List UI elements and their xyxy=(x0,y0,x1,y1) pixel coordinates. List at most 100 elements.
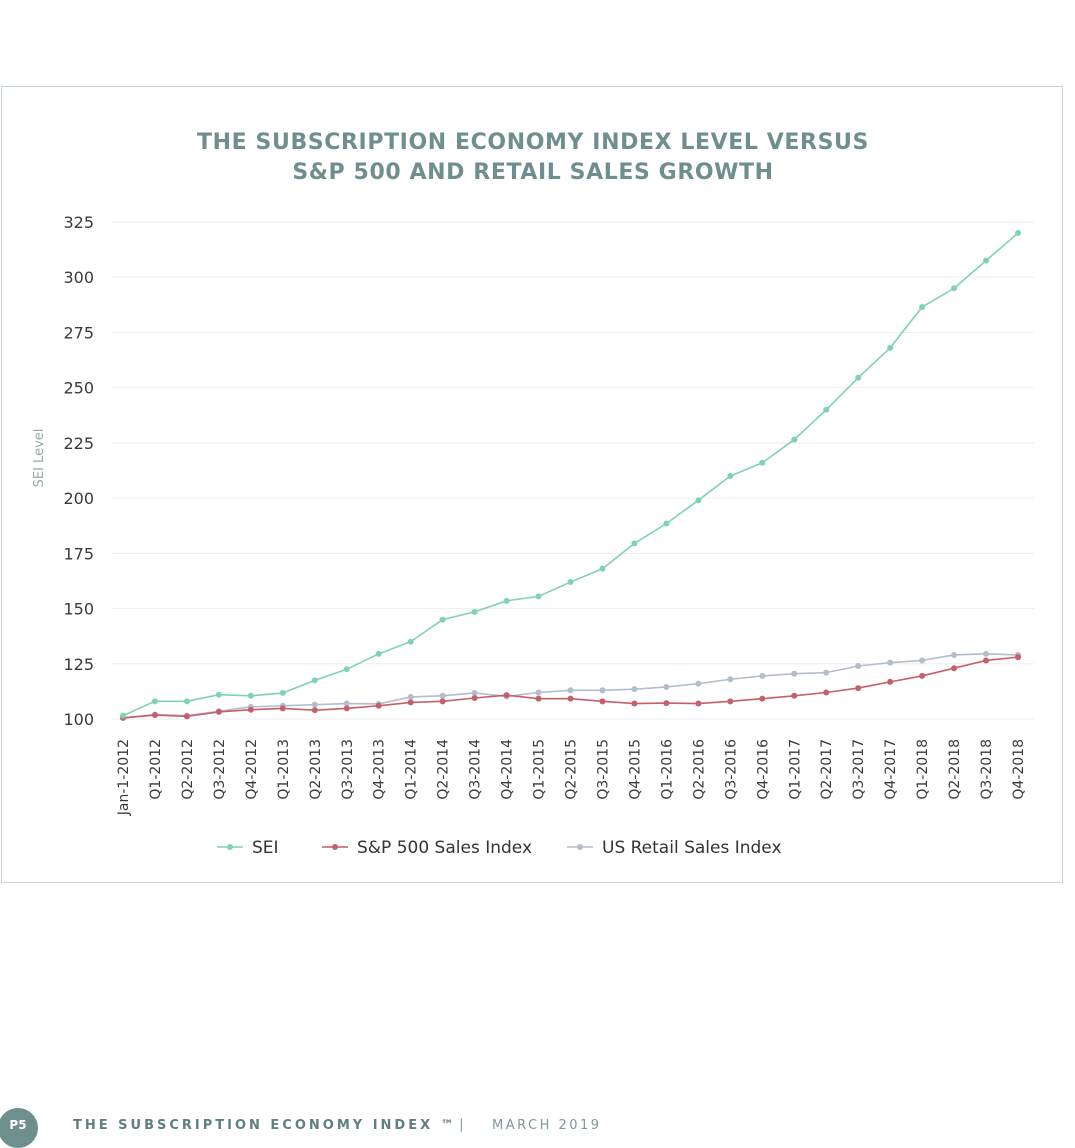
data-point xyxy=(727,473,734,480)
legend-label: US Retail Sales Index xyxy=(602,838,782,858)
data-point xyxy=(951,651,958,658)
x-tick-label: Q3-2017 xyxy=(851,739,867,800)
data-point xyxy=(983,650,990,657)
data-point xyxy=(439,698,446,705)
x-tick-label: Q4-2012 xyxy=(244,739,260,800)
legend: SEI S&P 500 Sales Index US Retail Sales In… xyxy=(217,838,782,858)
x-tick-label: Q4-2016 xyxy=(755,739,771,800)
x-tick-label: Q4-2014 xyxy=(500,739,516,800)
page-number-badge: P5 xyxy=(0,1108,38,1148)
data-point xyxy=(663,520,670,527)
data-point xyxy=(311,701,318,708)
line-chart: THE SUBSCRIPTION ECONOMY INDEX LEVEL VER… xyxy=(32,130,1034,858)
data-point xyxy=(407,638,414,645)
data-point xyxy=(695,497,702,504)
legend-swatch-dot xyxy=(577,844,583,850)
x-tick-label: Q3-2018 xyxy=(979,739,995,800)
grid-layer xyxy=(112,221,1034,720)
chart-title-line-1: THE SUBSCRIPTION ECONOMY INDEX LEVEL VER… xyxy=(197,130,869,155)
data-point xyxy=(567,687,574,694)
series-layer xyxy=(120,230,1021,721)
x-tick-label: Q2-2012 xyxy=(180,739,196,800)
data-point xyxy=(471,695,478,702)
y-tick-label: 250 xyxy=(63,379,94,398)
data-point xyxy=(567,579,574,586)
y-tick-label: 275 xyxy=(63,323,94,342)
x-tick-label: Jan-1-2012 xyxy=(116,739,132,816)
x-tick-label: Q4-2017 xyxy=(883,739,899,800)
data-point xyxy=(631,540,638,547)
data-point xyxy=(855,685,862,692)
data-point xyxy=(1015,230,1021,237)
data-point xyxy=(247,692,254,699)
legend-label: SEI xyxy=(252,838,279,858)
y-tick-label: 125 xyxy=(63,655,94,674)
data-point xyxy=(439,692,446,699)
data-point xyxy=(887,678,894,685)
data-point xyxy=(855,662,862,669)
y-tick-label: 325 xyxy=(63,213,94,232)
data-point xyxy=(343,666,350,673)
legend-swatch-dot xyxy=(332,844,338,850)
data-point xyxy=(983,257,990,264)
footer-date: MARCH 2019 xyxy=(492,1118,602,1133)
data-point xyxy=(823,689,830,696)
x-tick-label: Q2-2017 xyxy=(819,739,835,800)
x-tick-label: Q4-2013 xyxy=(372,739,388,800)
data-point xyxy=(311,707,318,714)
data-point xyxy=(791,436,798,443)
data-point xyxy=(279,689,286,696)
x-tick-label: Q1-2018 xyxy=(915,739,931,800)
data-point xyxy=(759,672,766,679)
data-point xyxy=(151,698,158,705)
data-point xyxy=(727,698,734,705)
footer-separator: | xyxy=(459,1117,464,1133)
data-point xyxy=(919,304,926,311)
series-2 xyxy=(120,650,1021,721)
x-tick-label: Q2-2013 xyxy=(308,739,324,800)
data-point xyxy=(855,374,862,381)
x-tick-label: Q4-2018 xyxy=(1011,739,1027,800)
y-tick-label: 100 xyxy=(63,710,94,729)
data-point xyxy=(183,713,190,720)
data-point xyxy=(407,699,414,706)
data-point xyxy=(791,692,798,699)
data-point xyxy=(343,700,350,707)
x-tick-label: Q2-2014 xyxy=(436,739,452,800)
legend-item: US Retail Sales Index xyxy=(567,838,782,858)
data-point xyxy=(919,672,926,679)
data-point xyxy=(151,712,158,719)
data-point xyxy=(983,657,990,664)
legend-item: SEI xyxy=(217,838,279,858)
data-point xyxy=(215,708,222,715)
data-point xyxy=(471,608,478,615)
data-point xyxy=(503,692,510,699)
x-tick-label: Q3-2013 xyxy=(340,739,356,800)
data-point xyxy=(407,693,414,700)
data-point xyxy=(215,691,222,698)
x-tick-label: Q2-2015 xyxy=(564,739,580,800)
x-tick-label: Q3-2016 xyxy=(723,739,739,800)
data-point xyxy=(599,565,606,572)
data-point xyxy=(759,695,766,702)
legend-swatch-dot xyxy=(227,844,233,850)
data-point xyxy=(663,700,670,707)
y-tick-label: 200 xyxy=(63,489,94,508)
x-tick-label: Q1-2013 xyxy=(276,739,292,800)
x-tick-label: Q1-2014 xyxy=(404,739,420,800)
data-point xyxy=(535,695,542,702)
data-point xyxy=(951,285,958,292)
data-point xyxy=(567,695,574,702)
x-tick-label: Q1-2016 xyxy=(659,739,675,800)
series-line xyxy=(122,232,1019,717)
y-axis-label: SEI Level xyxy=(32,429,47,488)
data-point xyxy=(759,459,766,466)
data-point xyxy=(1015,654,1021,661)
data-point xyxy=(631,700,638,707)
x-tick-labels: Jan-1-2012 Q1-2012 Q2-2012 Q3-2012 Q4-2012 Q1… xyxy=(116,739,1027,816)
x-tick-label: Q1-2012 xyxy=(148,739,164,800)
legend-item: S&P 500 Sales Index xyxy=(322,838,532,858)
legend-label: S&P 500 Sales Index xyxy=(357,838,532,858)
x-tick-label: Q3-2014 xyxy=(468,739,484,800)
chart-title-line-2: S&P 500 AND RETAIL SALES GROWTH xyxy=(292,160,773,185)
